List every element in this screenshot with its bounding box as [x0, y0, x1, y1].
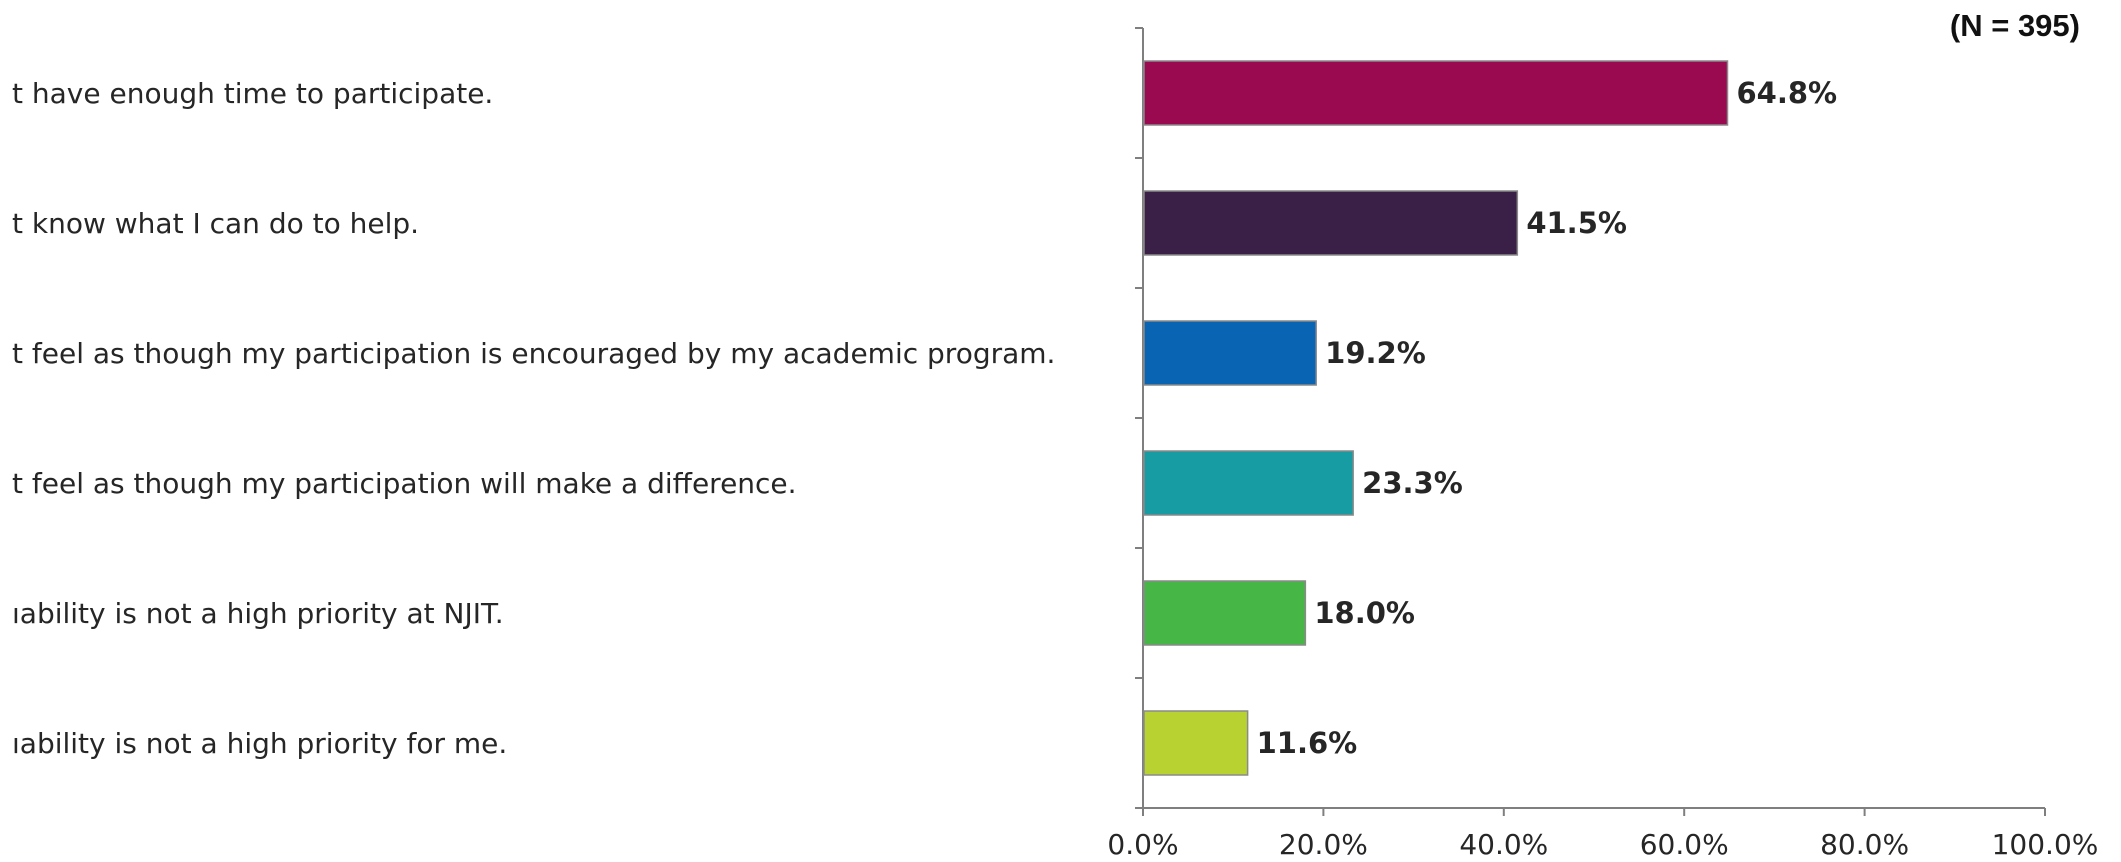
- chart-bars: [1143, 60, 1729, 776]
- chart-axes: [1135, 27, 2046, 816]
- data-label: 18.0%: [1314, 596, 1415, 630]
- data-label: 41.5%: [1526, 206, 1627, 240]
- category-label: t know what I can do to help.: [12, 207, 419, 240]
- category-label: t have enough time to participate.: [12, 77, 493, 110]
- bar: [1143, 450, 1354, 516]
- bar: [1143, 580, 1307, 646]
- chart-labels: 0.0% 20.0% 40.0% 60.0% 80.0% 100.0% 64.8% t hav…: [12, 76, 2098, 861]
- x-tick-label: 80.0%: [1820, 828, 1909, 861]
- x-tick-label: 0.0%: [1107, 828, 1178, 861]
- sample-size-note: (N = 395): [1949, 8, 2080, 43]
- bar: [1143, 320, 1317, 386]
- category-label: t feel as though my participation will m…: [12, 467, 797, 500]
- bar: [1143, 190, 1519, 256]
- x-tick-label: 100.0%: [1992, 828, 2099, 861]
- x-tick-label: 20.0%: [1279, 828, 1368, 861]
- data-label: 23.3%: [1362, 466, 1463, 500]
- x-tick-label: 60.0%: [1640, 828, 1729, 861]
- bar: [1143, 710, 1249, 776]
- bar: [1143, 60, 1729, 126]
- data-label: 11.6%: [1257, 726, 1358, 760]
- category-label: ıability is not a high priority at NJIT.: [12, 597, 504, 630]
- data-label: 64.8%: [1736, 76, 1837, 110]
- category-label: ıability is not a high priority for me.: [12, 727, 507, 760]
- data-label: 19.2%: [1325, 336, 1426, 370]
- category-label: t feel as though my participation is enc…: [12, 337, 1055, 370]
- x-tick-label: 40.0%: [1459, 828, 1548, 861]
